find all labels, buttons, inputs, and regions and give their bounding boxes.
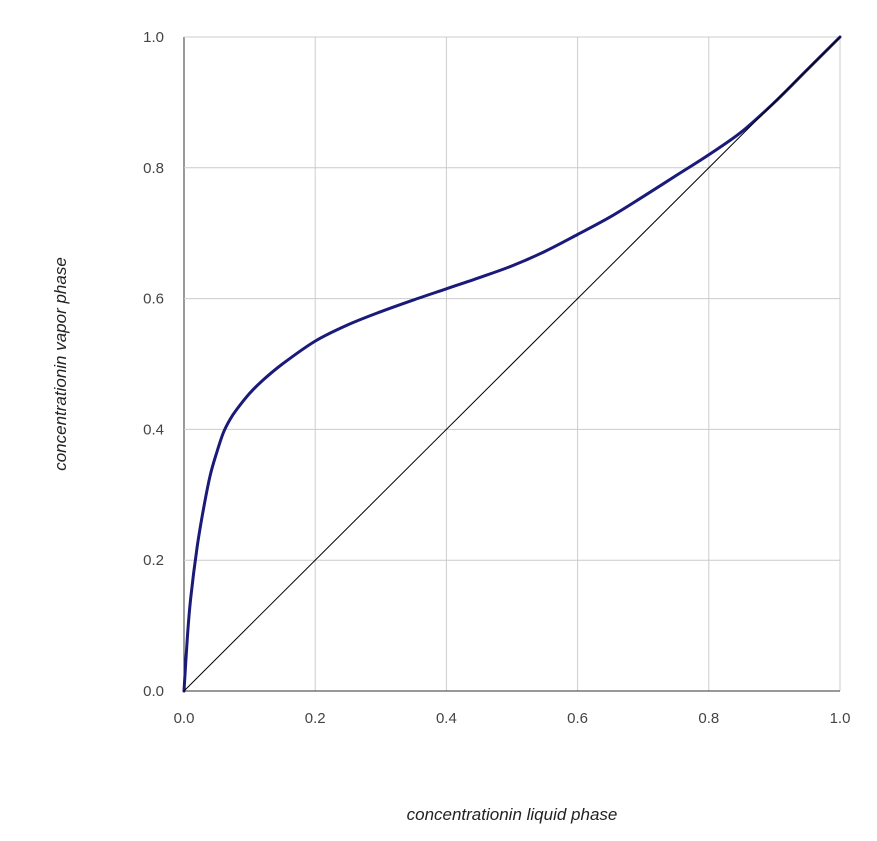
- diagonal-reference-line: [183, 36, 841, 692]
- x-tick-label: 0.8: [698, 710, 719, 727]
- y-tick-labels: 0.0 0.2 0.4 0.6 0.8 1.0: [143, 29, 164, 700]
- x-tick-label: 0.6: [567, 710, 588, 727]
- x-tick-labels: 0.0 0.2 0.4 0.6 0.8 1.0: [174, 710, 851, 727]
- y-tick-label: 0.6: [143, 291, 164, 308]
- x-tick-label: 0.4: [436, 710, 457, 727]
- equilibrium-curve-line: [182, 35, 842, 693]
- y-tick-label: 0.2: [143, 552, 164, 569]
- y-tick-label: 0.8: [143, 160, 164, 177]
- x-tick-label: 0.0: [174, 710, 195, 727]
- x-tick-label: 0.2: [305, 710, 326, 727]
- y-tick-label: 0.0: [143, 683, 164, 700]
- y-tick-label: 1.0: [143, 29, 164, 46]
- series-group: [182, 35, 842, 693]
- y-tick-label: 0.4: [143, 421, 164, 438]
- y-axis-label: concentrationin vapor phase: [51, 257, 70, 471]
- x-tick-label: 1.0: [830, 710, 851, 727]
- x-axis-label: concentrationin liquid phase: [407, 805, 618, 824]
- grid: [183, 36, 841, 692]
